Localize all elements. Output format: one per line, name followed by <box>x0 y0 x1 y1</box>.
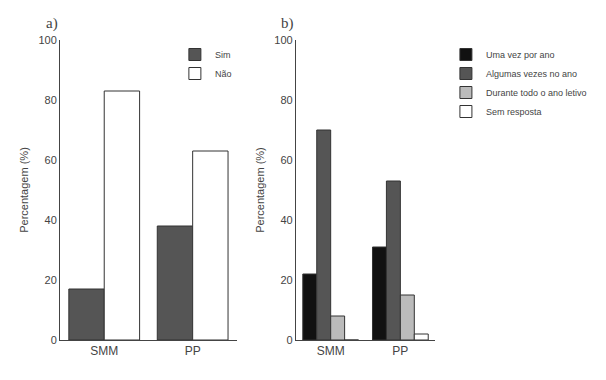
svg-text:Algumas vezes no ano: Algumas vezes no ano <box>486 69 577 79</box>
svg-text:80: 80 <box>45 94 57 106</box>
svg-text:40: 40 <box>280 214 292 226</box>
svg-text:Percentagem (%): Percentagem (%) <box>18 147 30 233</box>
svg-text:PP: PP <box>185 344 201 358</box>
svg-text:Não: Não <box>215 69 232 79</box>
svg-text:0: 0 <box>51 334 57 346</box>
svg-text:40: 40 <box>45 214 57 226</box>
svg-text:80: 80 <box>280 94 292 106</box>
svg-text:a): a) <box>46 15 58 32</box>
svg-text:20: 20 <box>280 274 292 286</box>
svg-text:0: 0 <box>287 334 293 346</box>
svg-text:b): b) <box>281 15 294 32</box>
svg-text:100: 100 <box>38 34 56 46</box>
svg-text:SMM: SMM <box>90 344 118 358</box>
svg-text:Sem resposta: Sem resposta <box>486 107 542 117</box>
svg-text:Sim: Sim <box>215 50 231 60</box>
svg-text:Durante todo o ano letivo: Durante todo o ano letivo <box>486 88 587 98</box>
svg-text:60: 60 <box>45 154 57 166</box>
svg-text:Percentagem (%): Percentagem (%) <box>254 147 266 233</box>
svg-text:SMM: SMM <box>317 344 345 358</box>
svg-text:PP: PP <box>392 344 408 358</box>
svg-text:100: 100 <box>274 34 292 46</box>
svg-text:Uma vez por ano: Uma vez por ano <box>486 50 555 60</box>
svg-text:20: 20 <box>45 274 57 286</box>
svg-text:60: 60 <box>280 154 292 166</box>
